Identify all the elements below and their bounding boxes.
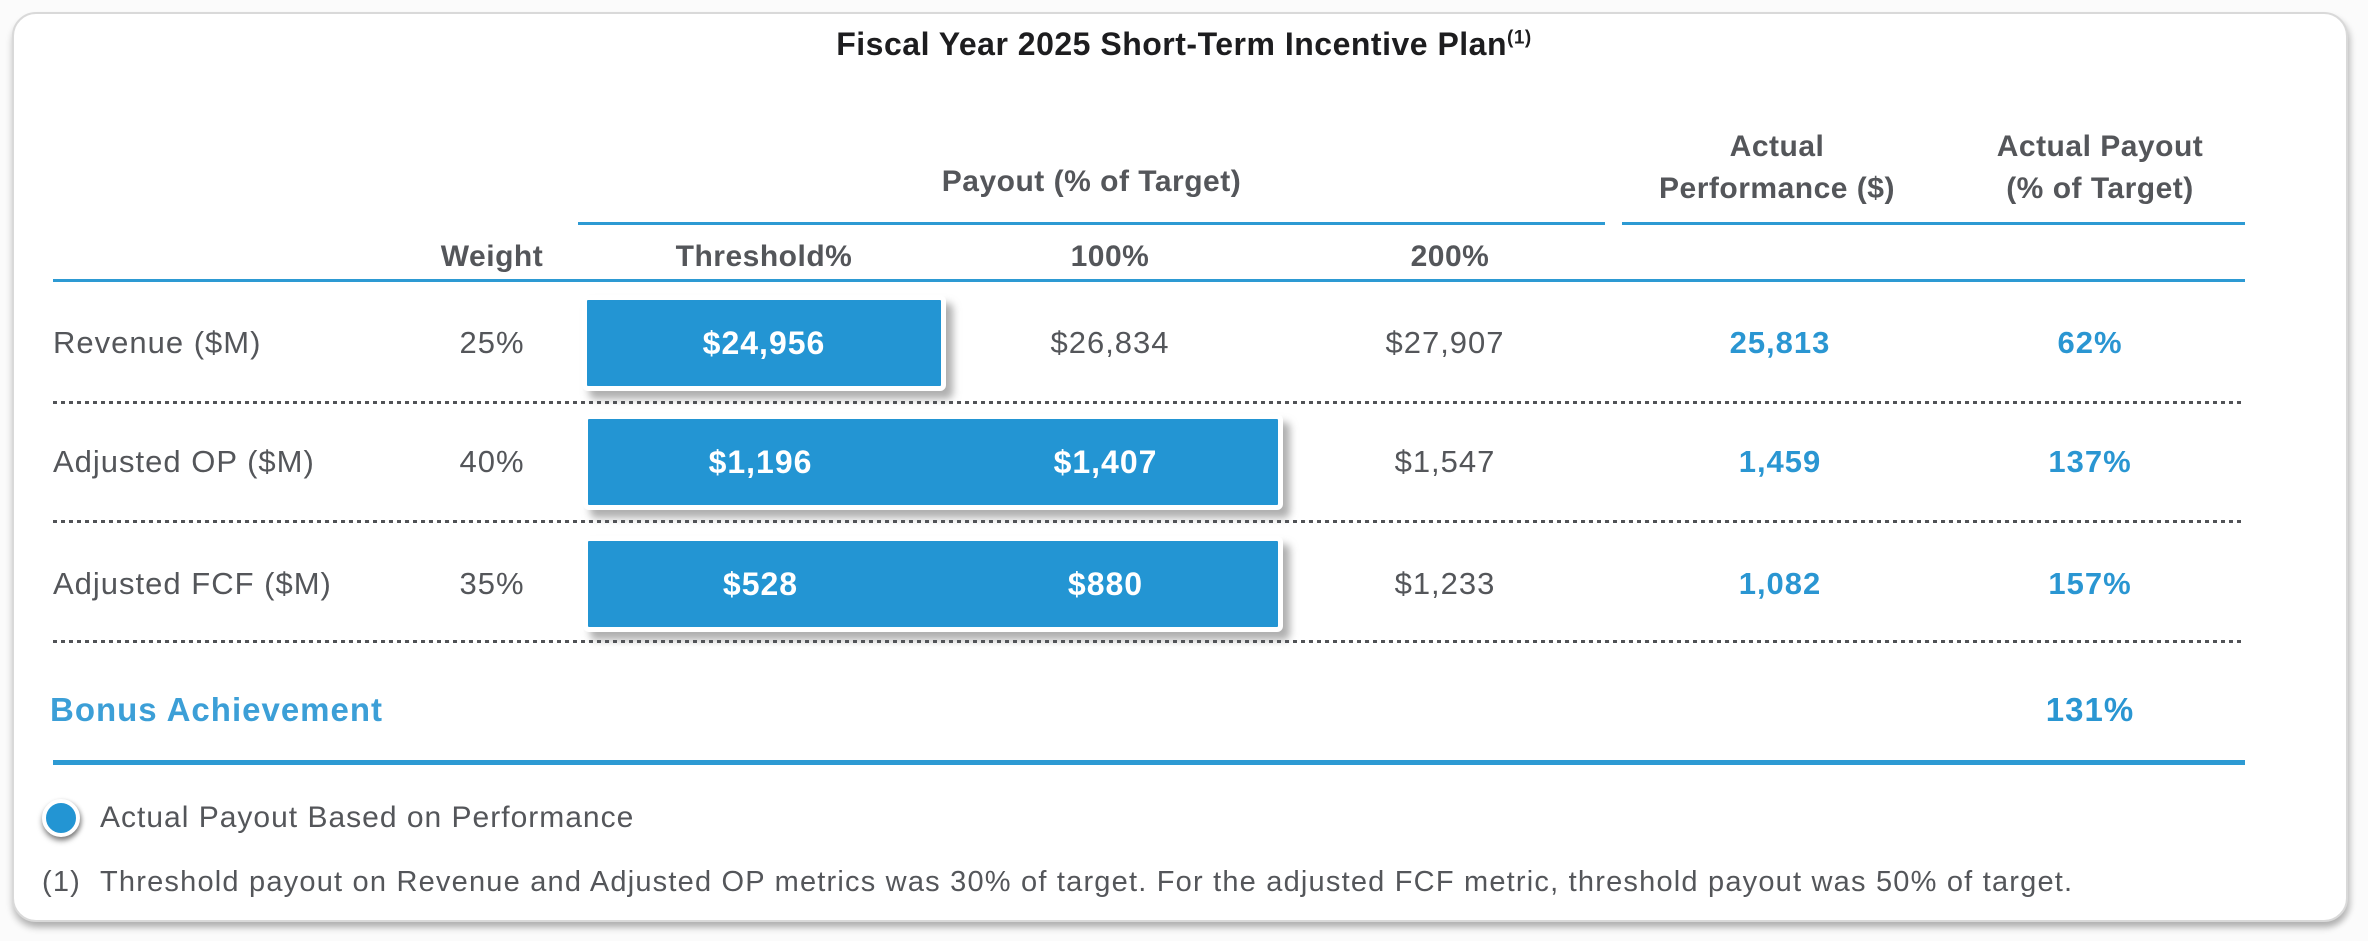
legend-blue-dot-icon [42,799,80,837]
row-actual-payout: 157% [2048,566,2132,601]
col-header-threshold: Threshold% [675,240,853,273]
highlight-box-revenue: $24,956 [582,295,946,391]
footnote-text: Threshold payout on Revenue and Adjusted… [100,866,2074,898]
col-header-actual-performance-line1: Actual [1729,130,1825,163]
row-separator [53,401,2245,404]
highlight-value: $1,196 [708,443,813,480]
row-payout-200: $1,233 [1394,566,1496,601]
legend-label: Actual Payout Based on Performance [100,801,635,834]
highlight-value: $1,407 [1053,443,1158,480]
highlight-value: $528 [722,565,799,602]
row-payout-200: $27,907 [1385,325,1505,360]
row-actual-performance: 25,813 [1729,325,1831,360]
row-payout-200: $1,547 [1394,444,1496,479]
highlight-value: $24,956 [702,324,826,361]
row-weight: 35% [459,566,525,601]
col-header-200: 200% [1410,240,1490,273]
row-metric-label: Adjusted OP ($M) [53,444,315,479]
row-actual-payout: 62% [2057,325,2123,360]
payout-group-underline [578,222,1605,225]
group-header-payout: Payout (% of Target) [941,165,1242,198]
highlight-value: $880 [1067,565,1144,602]
row-separator [53,520,2245,523]
col-header-actual-payout-line2: (% of Target) [2006,172,2194,205]
col-header-actual-performance-line2: Performance ($) [1659,172,1895,205]
bottom-rule [53,760,2245,765]
row-actual-payout: 137% [2048,444,2132,479]
header-rule [53,279,2245,282]
highlight-box-adjusted-op: $1,196 $1,407 [583,414,1283,510]
col-header-weight: Weight [440,240,544,273]
row-separator [53,640,2245,643]
row-actual-performance: 1,459 [1738,444,1822,479]
actual-columns-underline [1622,222,2245,225]
bonus-achievement-label: Bonus Achievement [50,691,384,728]
col-header-actual-payout-line1: Actual Payout [1996,130,2204,163]
page-title: Fiscal Year 2025 Short-Term Incentive Pl… [0,26,2368,63]
row-metric-label: Revenue ($M) [53,325,262,360]
row-payout-100: $26,834 [1050,325,1170,360]
footnote-ref: (1) [42,866,82,898]
page-title-text: Fiscal Year 2025 Short-Term Incentive Pl… [836,26,1508,62]
highlight-box-adjusted-fcf: $528 $880 [583,536,1283,632]
bonus-achievement-value: 131% [2045,691,2135,728]
row-actual-performance: 1,082 [1738,566,1822,601]
row-weight: 40% [459,444,525,479]
title-footnote-ref: (1) [1507,27,1532,49]
row-weight: 25% [459,325,525,360]
col-header-100: 100% [1070,240,1150,273]
row-metric-label: Adjusted FCF ($M) [53,566,332,601]
